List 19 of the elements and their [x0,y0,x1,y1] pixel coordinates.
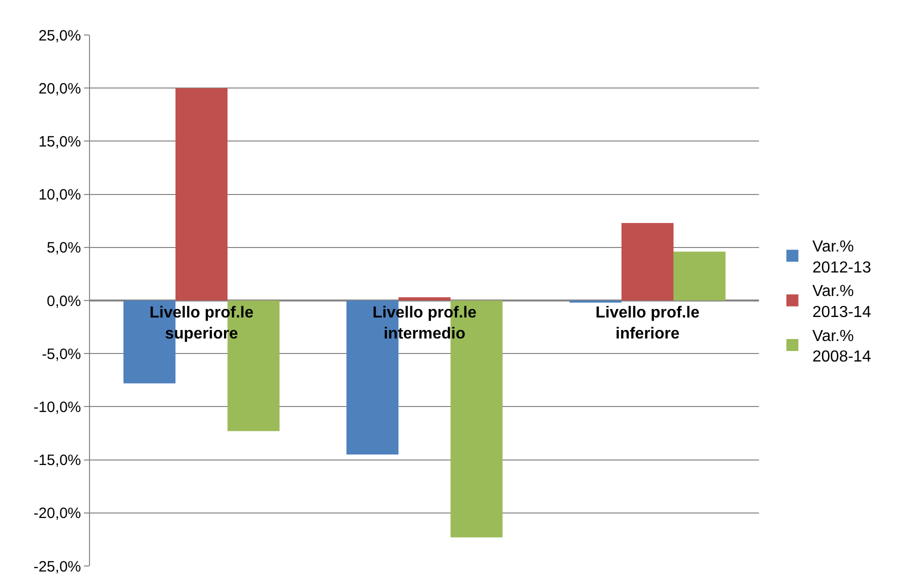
y-tick-label: 15,0% [38,133,81,150]
y-tick-label: -15,0% [33,452,81,470]
legend-label: Var.% 2012-13 [812,238,872,276]
y-tick-label: -20,0% [33,505,81,522]
bar [674,252,726,300]
y-tick-label: 10,0% [38,186,81,204]
y-tick-label: 5,0% [46,240,81,257]
bar [398,297,451,300]
bar [621,222,674,300]
legend-label: Var.% 2008-14 [812,328,872,366]
legend-label: Var.% 2013-14 [812,283,872,322]
y-tick-label: 25,0% [38,27,81,44]
x-tick-label: Livello prof.le inferiore [595,304,700,342]
y-tick-label: -10,0% [33,398,81,416]
bar [175,88,228,300]
y-tick-label: 0,0% [46,292,81,310]
y-tick-label: 20,0% [38,80,81,98]
y-tick-label: -25,0% [33,558,81,576]
y-tick-label: -5,0% [42,346,81,363]
